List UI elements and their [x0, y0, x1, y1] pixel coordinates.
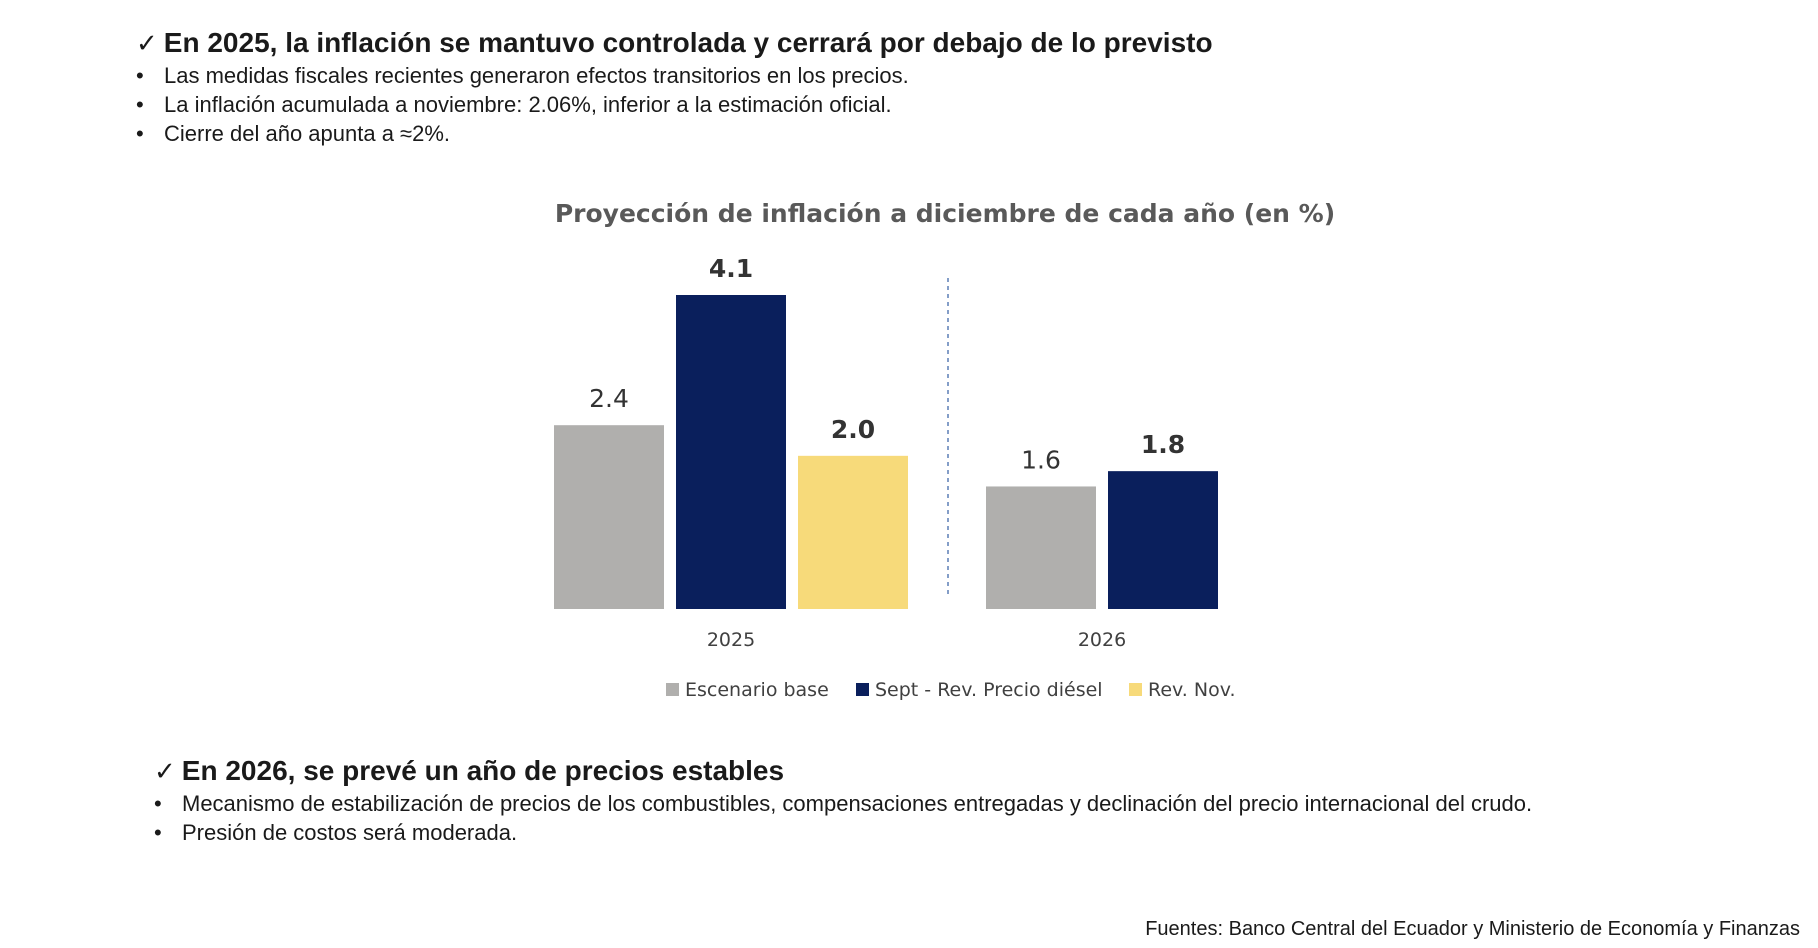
bar-2025-series-1 — [676, 295, 786, 609]
chart-data-labels: 2.4 4.1 2.0 1.6 1.8 — [589, 254, 1185, 474]
legend-label-1: Sept - Rev. Precio diésel — [875, 679, 1103, 701]
legend-swatch-2 — [1129, 683, 1142, 696]
legend-item-2: Rev. Nov. — [1129, 679, 1236, 701]
bottom-heading: ✓ En 2026, se prevé un año de precios es… — [154, 754, 1532, 789]
legend-swatch-1 — [856, 683, 869, 696]
bullet-icon: • — [136, 121, 144, 146]
legend-label-0: Escenario base — [685, 679, 829, 701]
bullet-icon: • — [136, 92, 144, 117]
bullet-icon: • — [154, 791, 162, 816]
bullet-icon: • — [136, 63, 144, 88]
data-label-2025-series-0: 2.4 — [589, 384, 629, 413]
top-bullet-list: • Las medidas fiscales recientes generaro… — [136, 61, 1213, 148]
top-section: ✓ En 2025, la inflación se mantuvo contr… — [136, 26, 1213, 148]
top-heading-text: En 2025, la inflación se mantuvo control… — [163, 27, 1213, 58]
list-item: • La inflación acumulada a noviembre: 2.0… — [136, 92, 892, 117]
bottom-section: ✓ En 2026, se prevé un año de precios es… — [154, 754, 1532, 847]
chart-x-axis: 2025 2026 — [707, 629, 1126, 651]
bar-2026-series-0 — [986, 486, 1096, 609]
x-tick-label-2026: 2026 — [1078, 629, 1126, 651]
list-item: • Presión de costos será moderada. — [154, 820, 518, 845]
bullet-icon: • — [154, 820, 162, 845]
data-label-2026-series-0: 1.6 — [1021, 445, 1061, 474]
bottom-heading-text: En 2026, se prevé un año de precios esta… — [181, 755, 785, 786]
chart-legend: Escenario base Sept - Rev. Precio diésel R… — [666, 679, 1236, 701]
data-label-2025-series-1: 4.1 — [709, 254, 753, 283]
bar-2025-series-0 — [554, 425, 664, 609]
data-label-2025-series-2: 2.0 — [831, 415, 875, 444]
checkmark-icon: ✓ — [154, 757, 176, 787]
bottom-bullet-list: • Mecanismo de estabilización de precios … — [154, 789, 1532, 847]
inflation-bar-chart: Proyección de inflación a diciembre de c… — [554, 199, 1335, 701]
checkmark-icon: ✓ — [136, 29, 158, 59]
bar-2025-series-2 — [798, 455, 908, 609]
list-item: • Las medidas fiscales recientes generaro… — [136, 63, 909, 88]
top-heading: ✓ En 2025, la inflación se mantuvo contr… — [136, 26, 1213, 61]
list-item: • Mecanismo de estabilización de precios … — [154, 791, 1533, 816]
chart-bars — [554, 295, 1218, 609]
bar-2026-series-1 — [1108, 471, 1218, 609]
chart-title: Proyección de inflación a diciembre de c… — [555, 199, 1335, 228]
x-tick-label-2025: 2025 — [707, 629, 755, 651]
data-label-2026-series-1: 1.8 — [1141, 430, 1185, 459]
legend-label-2: Rev. Nov. — [1148, 679, 1236, 701]
list-item: • Cierre del año apunta a ≈2%. — [136, 121, 451, 146]
legend-item-0: Escenario base — [666, 679, 829, 701]
legend-swatch-0 — [666, 683, 679, 696]
source-note: Fuentes: Banco Central del Ecuador y Min… — [1145, 918, 1800, 940]
legend-item-1: Sept - Rev. Precio diésel — [856, 679, 1103, 701]
